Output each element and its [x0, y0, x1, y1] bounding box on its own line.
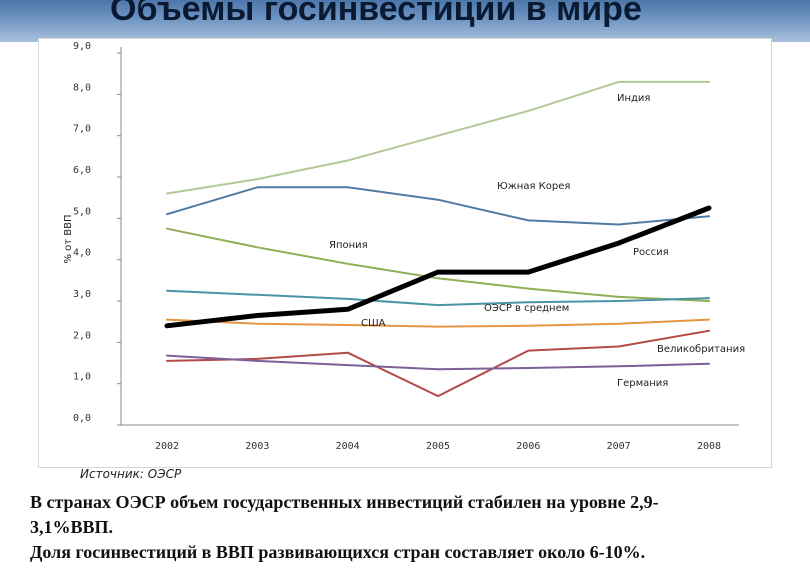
series-label: Индия [617, 93, 650, 104]
x-tick-label: 2006 [516, 441, 540, 452]
y-tick-label: 5,0 [73, 206, 91, 217]
x-tick-label: 2005 [426, 441, 450, 452]
slide-title: Объемы госинвестиций в мире [110, 0, 642, 28]
series-line-Япония [166, 227, 710, 302]
caption: В странах ОЭСР объем государственных инв… [30, 490, 805, 565]
x-tick-label: 2002 [155, 441, 179, 452]
y-tick-label: 6,0 [73, 165, 91, 176]
y-axis-title: % от ВВП [63, 214, 74, 263]
series-line-Южная Корея [166, 186, 710, 226]
series-line-ОЭСР в среднем [166, 289, 710, 307]
series-label: США [361, 318, 386, 329]
y-tick-label: 8,0 [73, 82, 91, 93]
y-tick-label: 1,0 [73, 372, 91, 383]
series-label: Южная Корея [497, 181, 570, 192]
series-line-Россия [164, 205, 712, 329]
caption-line-1: В странах ОЭСР объем государственных инв… [30, 492, 659, 512]
series-label: Япония [329, 240, 368, 251]
source-note: Источник: ОЭСР [80, 467, 182, 481]
y-tick-label: 3,0 [73, 289, 91, 300]
y-tick-label: 9,0 [73, 41, 91, 52]
series-line-Великобритания [166, 329, 710, 398]
series-label: ОЭСР в среднем [484, 303, 569, 314]
chart-series [164, 80, 712, 398]
series-label: Россия [633, 247, 669, 258]
x-tick-label: 2007 [607, 441, 631, 452]
x-tick-label: 2003 [245, 441, 269, 452]
title-band: Объемы госинвестиций в мире [0, 0, 810, 42]
y-tick-label: 4,0 [73, 248, 91, 259]
y-tick-label: 2,0 [73, 330, 91, 341]
chart-series-labels: Индия Южная Корея Япония ОЭСР в среднем США В… [329, 93, 745, 389]
x-tick-label: 2004 [336, 441, 360, 452]
caption-line-2: 3,1%ВВП. [30, 517, 114, 537]
series-line-Германия [166, 354, 710, 371]
chart-axes: 0,0 1,0 2,0 3,0 4,0 5,0 6,0 7,0 8,0 9,0 2002 2003 20… [63, 41, 739, 452]
x-tick-label: 2008 [697, 441, 721, 452]
series-label: Германия [617, 378, 668, 389]
series-line-США [166, 318, 710, 328]
y-tick-label: 7,0 [73, 124, 91, 135]
caption-line-3: Доля госинвестиций в ВВП развивающихся с… [30, 542, 646, 562]
chart-frame: 0,0 1,0 2,0 3,0 4,0 5,0 6,0 7,0 8,0 9,0 2002 2003 20… [38, 38, 772, 468]
y-tick-label: 0,0 [73, 413, 91, 424]
line-chart: 0,0 1,0 2,0 3,0 4,0 5,0 6,0 7,0 8,0 9,0 2002 2003 20… [63, 41, 745, 452]
series-line-Индия [166, 80, 710, 195]
series-label: Великобритания [657, 344, 745, 355]
